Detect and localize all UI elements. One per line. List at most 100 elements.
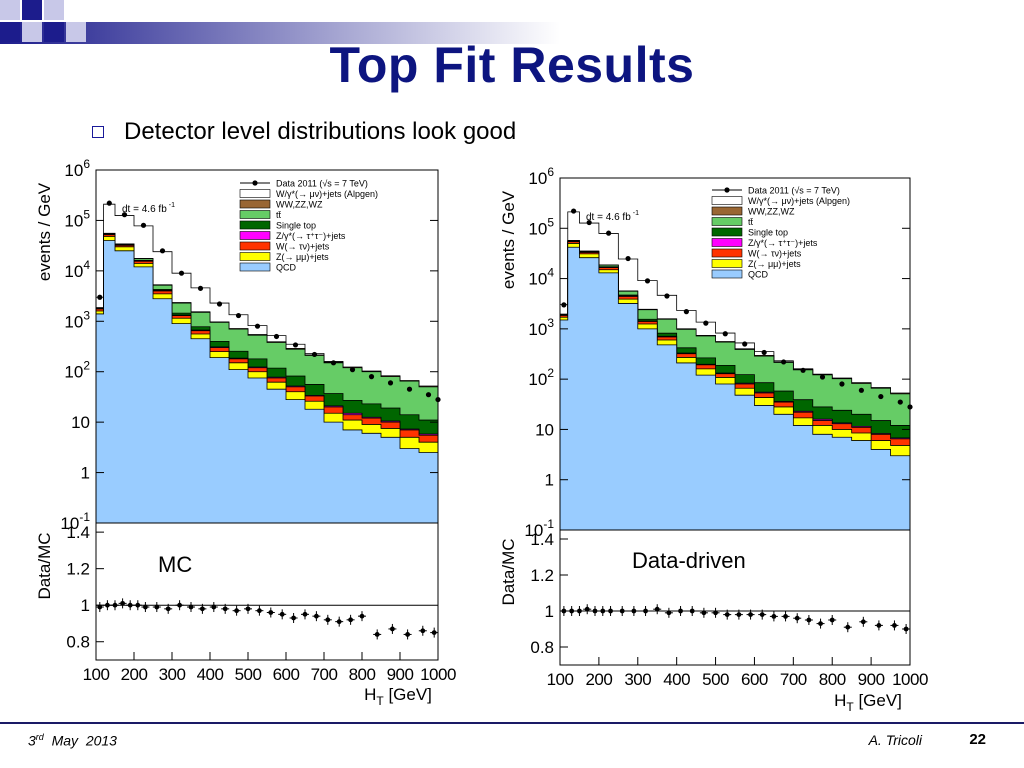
ratio-point bbox=[374, 632, 380, 637]
ratio-point bbox=[748, 612, 753, 617]
x-tick-label: 1000 bbox=[420, 665, 456, 684]
data-point bbox=[273, 333, 280, 340]
x-tick-label: 900 bbox=[387, 665, 414, 684]
y-tick-label: 102 bbox=[528, 366, 554, 389]
legend-marker-data bbox=[252, 180, 258, 186]
ratio-point bbox=[177, 602, 183, 608]
ratio-point bbox=[420, 628, 426, 634]
x-tick-label: 400 bbox=[197, 665, 224, 684]
ratio-point bbox=[135, 602, 141, 608]
legend-label: WW,ZZ,WZ bbox=[748, 207, 795, 217]
page-number: 22 bbox=[969, 731, 986, 748]
ratio-point bbox=[631, 608, 637, 614]
legend-label: WW,ZZ,WZ bbox=[276, 200, 323, 210]
legend-label: tt̄ bbox=[276, 210, 282, 220]
legend-label: W/γ*(→ μν)+jets (Alpgen) bbox=[748, 196, 850, 206]
ratio-point bbox=[431, 630, 437, 635]
ratio-point bbox=[561, 608, 567, 614]
ratio-point bbox=[325, 617, 331, 623]
legend-swatch bbox=[711, 196, 743, 205]
bullet-text: Detector level distributions look good bbox=[124, 118, 517, 145]
x-tick-label: 300 bbox=[159, 665, 186, 684]
x-tick-label: 500 bbox=[702, 670, 729, 689]
ratio-point bbox=[577, 608, 582, 614]
ratio-point bbox=[783, 614, 788, 619]
footer-author: A. Tricoli bbox=[868, 732, 922, 748]
ratio-axis-label: Data/MC bbox=[499, 538, 518, 605]
footer-date: 3rd May 2013 bbox=[28, 732, 117, 749]
ratio-point bbox=[120, 600, 125, 606]
legend-label: Data 2011 (√s = 7 TeV) bbox=[748, 186, 840, 196]
ratio-point bbox=[222, 606, 228, 612]
ratio-point bbox=[569, 608, 575, 614]
ratio-point bbox=[829, 617, 835, 623]
ratio-point bbox=[643, 608, 648, 614]
data-point bbox=[97, 294, 103, 300]
ratio-point bbox=[818, 621, 823, 626]
ratio-point bbox=[97, 604, 103, 610]
data-point bbox=[878, 393, 884, 400]
ratio-point bbox=[302, 611, 308, 617]
legend-label: Single top bbox=[276, 221, 316, 231]
data-point bbox=[683, 309, 689, 315]
data-point bbox=[897, 399, 903, 405]
legend-label: tt̄ bbox=[748, 217, 754, 227]
x-tick-label: 300 bbox=[624, 670, 651, 689]
lumi-label: dt = 4.6 fb -1 bbox=[122, 202, 175, 215]
data-point bbox=[664, 293, 670, 299]
ratio-point bbox=[608, 608, 613, 614]
footer-divider bbox=[0, 722, 1024, 724]
y-tick-label: 10 bbox=[535, 420, 554, 439]
ratio-y-tick-label: 1.4 bbox=[530, 530, 554, 549]
x-axis-label: HT [GeV] bbox=[834, 691, 902, 714]
data-point bbox=[178, 270, 185, 276]
ratio-point bbox=[348, 617, 353, 623]
ratio-point bbox=[405, 632, 410, 637]
legend-label: W(→ τν)+jets bbox=[748, 249, 802, 259]
data-point bbox=[819, 374, 826, 380]
ratio-point bbox=[234, 608, 240, 614]
legend-label: Z(→ μμ)+jets bbox=[748, 259, 801, 269]
ratio-point bbox=[794, 615, 800, 621]
ratio-point bbox=[806, 617, 812, 623]
ratio-point bbox=[678, 608, 683, 614]
panel-label: Data-driven bbox=[632, 548, 746, 573]
x-axis-label: HT [GeV] bbox=[364, 685, 432, 708]
ratio-point bbox=[845, 624, 851, 630]
corner-decoration bbox=[0, 0, 560, 44]
ratio-point bbox=[713, 610, 718, 616]
x-tick-label: 400 bbox=[663, 670, 690, 689]
ratio-point bbox=[592, 608, 598, 614]
legend-label: Z/γ*(→ τ⁺τ⁻)+jets bbox=[748, 238, 818, 248]
ratio-point bbox=[257, 608, 262, 614]
x-tick-label: 100 bbox=[83, 665, 110, 684]
data-point bbox=[571, 208, 577, 214]
data-point bbox=[159, 248, 166, 254]
ratio-point bbox=[390, 626, 395, 632]
ratio-point bbox=[892, 623, 897, 628]
data-point bbox=[368, 374, 375, 380]
slide-title: Top Fit Results bbox=[329, 37, 695, 93]
ratio-point bbox=[105, 602, 110, 608]
legend-swatch bbox=[239, 231, 271, 240]
legend-label: QCD bbox=[276, 263, 297, 273]
series-qcd bbox=[559, 246, 911, 531]
legend-label: W/γ*(→ μν)+jets (Alpgen) bbox=[276, 189, 378, 199]
ratio-point bbox=[336, 619, 342, 625]
ratio-point bbox=[759, 612, 765, 617]
ratio-y-tick-label: 1 bbox=[545, 602, 554, 621]
data-point bbox=[406, 386, 413, 392]
ratio-y-tick-label: 1.2 bbox=[66, 560, 90, 579]
legend-swatch bbox=[711, 259, 743, 268]
legend-swatch bbox=[711, 217, 743, 226]
ratio-y-tick-label: 1.4 bbox=[66, 523, 90, 542]
ratio-y-tick-label: 0.8 bbox=[66, 633, 90, 652]
x-tick-label: 100 bbox=[547, 670, 574, 689]
legend-label: QCD bbox=[748, 270, 769, 280]
legend-swatch bbox=[239, 241, 271, 251]
ratio-point bbox=[165, 606, 171, 612]
ratio-point bbox=[689, 608, 695, 614]
y-tick-label: 1 bbox=[81, 464, 90, 483]
x-tick-label: 800 bbox=[349, 665, 376, 684]
